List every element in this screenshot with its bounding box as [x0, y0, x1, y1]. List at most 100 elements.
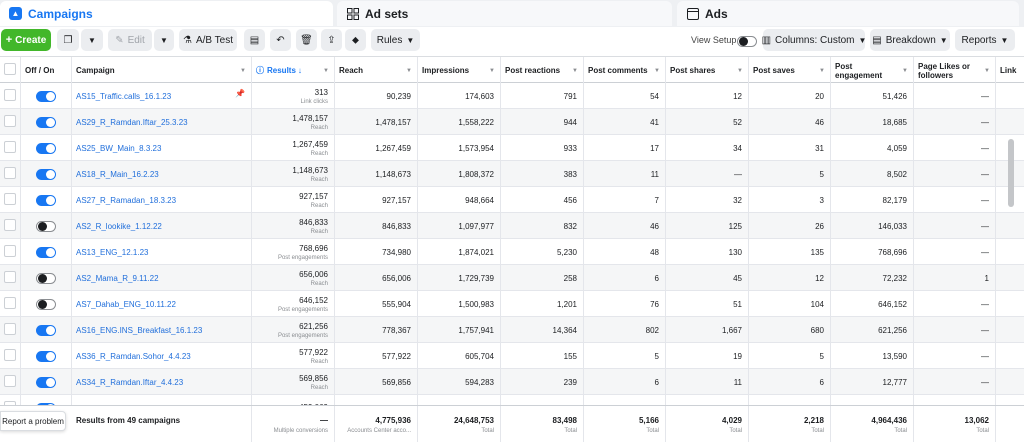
table-row[interactable]: AS16_ENG.INS_Breakfast_16.1.23 621,256 P…: [0, 317, 1024, 343]
undo-button[interactable]: ↶: [270, 29, 291, 51]
tag-button[interactable]: ⬥: [345, 29, 366, 51]
campaign-name-link[interactable]: AS18_R_Main_16.2.23: [76, 169, 159, 179]
table-row[interactable]: AS13_ENG_12.1.23 768,696 Post engagement…: [0, 239, 1024, 265]
col-results[interactable]: ⓘ Results ↓ ▼: [252, 57, 335, 84]
campaign-name-link[interactable]: AS2_R_lookike_1.12.22: [76, 221, 162, 231]
row-checkbox[interactable]: [4, 245, 16, 257]
campaign-name-cell[interactable]: AS34_R_Ramdan.Iftar_4.4.23: [72, 369, 252, 395]
col-reach[interactable]: Reach ▼: [335, 57, 418, 84]
delete-button[interactable]: 🗑: [296, 29, 317, 51]
campaign-toggle[interactable]: [36, 298, 56, 310]
campaign-name-cell[interactable]: AS18_R_Main_16.2.23: [72, 161, 252, 187]
duplicate-dropdown[interactable]: ▼: [81, 29, 103, 51]
row-checkbox[interactable]: [4, 115, 16, 127]
campaign-toggle[interactable]: [36, 194, 56, 206]
campaign-toggle[interactable]: [36, 272, 56, 284]
edit-dropdown[interactable]: ▼: [154, 29, 174, 51]
campaign-name-link[interactable]: AS15_Traffic.calls_16.1.23: [76, 91, 172, 101]
table-row[interactable]: AS15_Traffic.calls_16.1.23 📌 313 Link cl…: [0, 83, 1024, 109]
row-checkbox[interactable]: [4, 349, 16, 361]
col-impressions[interactable]: Impressions ▼: [418, 57, 501, 84]
campaign-name-cell[interactable]: AS16_ENG.INS_Breakfast_16.1.23: [72, 317, 252, 343]
row-checkbox[interactable]: [4, 219, 16, 231]
campaign-name-cell[interactable]: AS25_BW_Main_8.3.23: [72, 135, 252, 161]
rules-button[interactable]: Rules ▼: [371, 29, 420, 51]
table-row[interactable]: AS25_BW_Main_8.3.23 1,267,459 Reach 1,26…: [0, 135, 1024, 161]
vertical-scrollbar[interactable]: [1008, 139, 1014, 207]
campaign-name-cell[interactable]: AS2_R_lookike_1.12.22: [72, 213, 252, 239]
table-row[interactable]: AS18_R_Main_16.2.23 1,148,673 Reach 1,14…: [0, 161, 1024, 187]
pin-icon[interactable]: 📌: [235, 89, 245, 98]
table-row[interactable]: AS7_Dahab_ENG_10.11.22 646,152 Post enga…: [0, 291, 1024, 317]
duplicate-button[interactable]: ❐: [57, 29, 79, 51]
campaign-toggle[interactable]: [36, 142, 56, 154]
col-post-shares[interactable]: Post shares ▼: [666, 57, 749, 84]
campaign-name-cell[interactable]: AS27_R_Ramadan_18.3.23: [72, 187, 252, 213]
campaign-name-cell[interactable]: AS15_Traffic.calls_16.1.23 📌: [72, 83, 252, 109]
table-row[interactable]: AS34_R_Ramdan.Iftar_4.4.23 569,856 Reach…: [0, 369, 1024, 395]
eng-cell: 72,232: [831, 265, 914, 291]
results-type: Post engagements: [277, 306, 328, 313]
campaign-name-link[interactable]: AS2_Mama_R_9.11.22: [76, 273, 159, 283]
col-post-reactions[interactable]: Post reactions ▼: [501, 57, 584, 84]
reports-button[interactable]: Reports ▼: [955, 29, 1015, 51]
campaign-name-cell[interactable]: AS13_ENG_12.1.23: [72, 239, 252, 265]
row-checkbox[interactable]: [4, 323, 16, 335]
row-checkbox[interactable]: [4, 193, 16, 205]
campaign-name-link[interactable]: AS16_ENG.INS_Breakfast_16.1.23: [76, 325, 203, 335]
campaign-toggle[interactable]: [36, 376, 56, 388]
impr-value: 1,097,977: [458, 221, 494, 231]
select-all-checkbox[interactable]: [4, 63, 16, 75]
table-row[interactable]: AS29_R_Ramdan.Iftar_25.3.23 1,478,157 Re…: [0, 109, 1024, 135]
view-setup-toggle[interactable]: [737, 36, 757, 47]
ab-test-button[interactable]: ⚗ A/B Test: [179, 29, 237, 51]
edit-button[interactable]: ✎ Edit: [108, 29, 152, 51]
campaign-name-link[interactable]: AS7_Dahab_ENG_10.11.22: [76, 299, 176, 309]
create-button[interactable]: + Create: [1, 29, 51, 51]
table-row[interactable]: AS27_R_Ramadan_18.3.23 927,157 Reach 927…: [0, 187, 1024, 213]
col-post-saves[interactable]: Post saves ▼: [749, 57, 831, 84]
campaign-toggle[interactable]: [36, 168, 56, 180]
table-row[interactable]: AS2_Mama_R_9.11.22 656,006 Reach 656,006…: [0, 265, 1024, 291]
campaign-name-cell[interactable]: AS36_R_Ramdan.Sohor_4.4.23: [72, 343, 252, 369]
col-post-comments[interactable]: Post comments ▼: [584, 57, 666, 84]
columns-button[interactable]: ▥ Columns: Custom ▼: [762, 29, 866, 51]
campaign-name-link[interactable]: AS29_R_Ramdan.Iftar_25.3.23: [76, 117, 188, 127]
col-post-engagement[interactable]: Post engagement ▼: [831, 57, 914, 84]
col-link[interactable]: Link: [996, 57, 1024, 84]
campaign-name-cell[interactable]: AS29_R_Ramdan.Iftar_25.3.23: [72, 109, 252, 135]
row-checkbox[interactable]: [4, 167, 16, 179]
row-checkbox[interactable]: [4, 141, 16, 153]
report-problem-button[interactable]: Report a problem: [0, 411, 66, 431]
campaign-toggle[interactable]: [36, 246, 56, 258]
col-page-likes[interactable]: Page Likes or followers ▼: [914, 57, 996, 84]
campaign-name-link[interactable]: AS36_R_Ramdan.Sohor_4.4.23: [76, 351, 191, 361]
campaign-toggle[interactable]: [36, 116, 56, 128]
table-row[interactable]: AS2_R_lookike_1.12.22 846,833 Reach 846,…: [0, 213, 1024, 239]
tab-ad-sets[interactable]: Ad sets: [337, 1, 672, 26]
row-checkbox[interactable]: [4, 89, 16, 101]
clipboard-button[interactable]: ▤: [244, 29, 265, 51]
campaign-name-link[interactable]: AS34_R_Ramdan.Iftar_4.4.23: [76, 377, 184, 387]
export-button[interactable]: ⇪: [321, 29, 342, 51]
tab-ads[interactable]: Ads: [677, 1, 1019, 26]
table-row[interactable]: AS36_R_Ramdan.Sohor_4.4.23 577,922 Reach…: [0, 343, 1024, 369]
campaign-name-link[interactable]: AS25_BW_Main_8.3.23: [76, 143, 162, 153]
reach-value: 734,980: [382, 247, 411, 257]
campaign-toggle[interactable]: [36, 220, 56, 232]
col-off-on[interactable]: Off / On: [21, 57, 72, 84]
campaign-name-cell[interactable]: AS2_Mama_R_9.11.22: [72, 265, 252, 291]
campaign-toggle[interactable]: [36, 350, 56, 362]
row-checkbox[interactable]: [4, 297, 16, 309]
link-cell: [996, 291, 1024, 317]
campaign-name-cell[interactable]: AS7_Dahab_ENG_10.11.22: [72, 291, 252, 317]
campaign-name-link[interactable]: AS27_R_Ramadan_18.3.23: [76, 195, 177, 205]
campaign-name-link[interactable]: AS13_ENG_12.1.23: [76, 247, 149, 257]
breakdown-button[interactable]: ▤ Breakdown ▼: [870, 29, 950, 51]
row-checkbox[interactable]: [4, 375, 16, 387]
row-checkbox[interactable]: [4, 271, 16, 283]
tab-campaigns[interactable]: ▲ Campaigns: [0, 1, 333, 26]
col-campaign[interactable]: Campaign ▼: [72, 57, 252, 84]
campaign-toggle[interactable]: [36, 324, 56, 336]
campaign-toggle[interactable]: [36, 90, 56, 102]
